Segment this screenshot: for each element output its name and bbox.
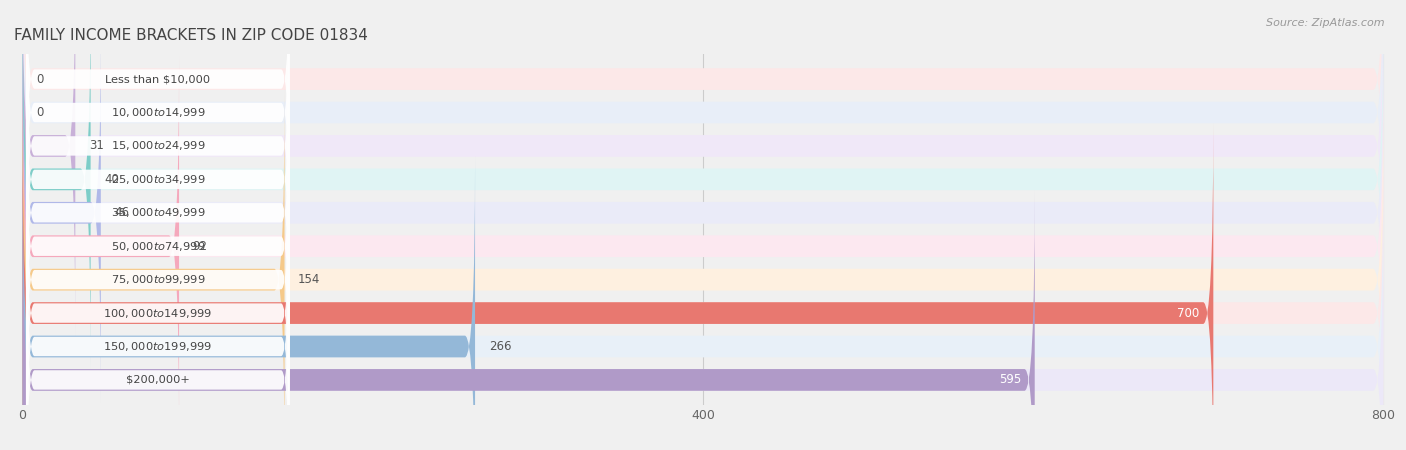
FancyBboxPatch shape: [22, 0, 1384, 269]
FancyBboxPatch shape: [22, 123, 1384, 450]
Text: 700: 700: [1177, 306, 1199, 320]
FancyBboxPatch shape: [22, 0, 76, 336]
FancyBboxPatch shape: [22, 23, 1384, 402]
Text: 40: 40: [104, 173, 120, 186]
FancyBboxPatch shape: [22, 0, 90, 369]
Text: FAMILY INCOME BRACKETS IN ZIP CODE 01834: FAMILY INCOME BRACKETS IN ZIP CODE 01834: [14, 28, 368, 43]
FancyBboxPatch shape: [25, 55, 290, 370]
Text: $10,000 to $14,999: $10,000 to $14,999: [111, 106, 205, 119]
Text: 46: 46: [114, 206, 129, 219]
Text: $200,000+: $200,000+: [127, 375, 190, 385]
FancyBboxPatch shape: [25, 222, 290, 450]
FancyBboxPatch shape: [25, 0, 290, 303]
FancyBboxPatch shape: [25, 189, 290, 450]
FancyBboxPatch shape: [22, 0, 1384, 336]
Text: 0: 0: [37, 106, 44, 119]
Text: 266: 266: [489, 340, 512, 353]
Text: $150,000 to $199,999: $150,000 to $199,999: [103, 340, 212, 353]
Text: 154: 154: [298, 273, 321, 286]
Text: $75,000 to $99,999: $75,000 to $99,999: [111, 273, 205, 286]
FancyBboxPatch shape: [22, 190, 1035, 450]
FancyBboxPatch shape: [25, 22, 290, 337]
FancyBboxPatch shape: [22, 90, 284, 450]
FancyBboxPatch shape: [25, 122, 290, 437]
FancyBboxPatch shape: [25, 156, 290, 450]
FancyBboxPatch shape: [22, 157, 1384, 450]
Text: $15,000 to $24,999: $15,000 to $24,999: [111, 140, 205, 153]
FancyBboxPatch shape: [25, 89, 290, 404]
FancyBboxPatch shape: [22, 57, 1384, 436]
FancyBboxPatch shape: [22, 23, 101, 402]
Text: $50,000 to $74,999: $50,000 to $74,999: [111, 240, 205, 253]
FancyBboxPatch shape: [22, 90, 1384, 450]
FancyBboxPatch shape: [22, 0, 1384, 302]
Text: $100,000 to $149,999: $100,000 to $149,999: [103, 306, 212, 320]
FancyBboxPatch shape: [22, 123, 1213, 450]
Text: Less than $10,000: Less than $10,000: [105, 74, 211, 84]
Text: 0: 0: [37, 72, 44, 86]
Text: 92: 92: [193, 240, 208, 253]
FancyBboxPatch shape: [22, 190, 1384, 450]
FancyBboxPatch shape: [25, 0, 290, 237]
FancyBboxPatch shape: [22, 0, 1384, 369]
FancyBboxPatch shape: [25, 0, 290, 270]
Text: Source: ZipAtlas.com: Source: ZipAtlas.com: [1267, 18, 1385, 28]
Text: 595: 595: [998, 374, 1021, 387]
FancyBboxPatch shape: [22, 157, 475, 450]
Text: $35,000 to $49,999: $35,000 to $49,999: [111, 206, 205, 219]
Text: $25,000 to $34,999: $25,000 to $34,999: [111, 173, 205, 186]
FancyBboxPatch shape: [22, 57, 179, 436]
Text: 31: 31: [89, 140, 104, 153]
